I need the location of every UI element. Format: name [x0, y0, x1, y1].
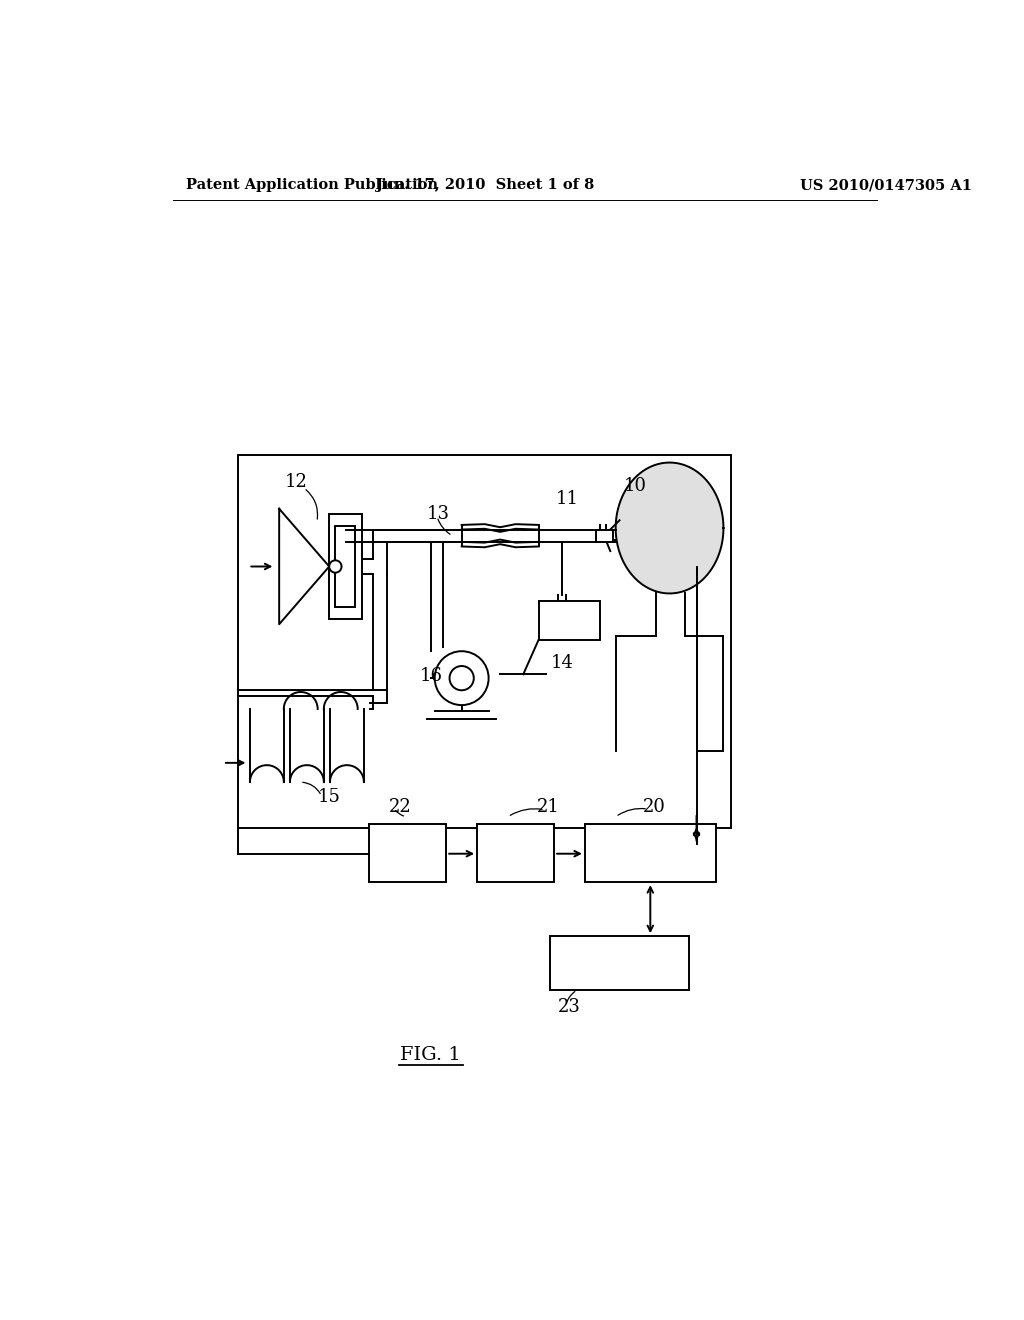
Text: Jun. 17, 2010  Sheet 1 of 8: Jun. 17, 2010 Sheet 1 of 8 [376, 178, 594, 193]
Bar [370, 825, 446, 882]
Bar [239, 455, 731, 829]
Bar [596, 529, 613, 543]
Bar [336, 527, 355, 607]
Bar [585, 825, 716, 882]
Text: 22: 22 [389, 797, 412, 816]
Text: 23: 23 [558, 998, 581, 1016]
Circle shape [450, 667, 474, 690]
Bar [539, 601, 600, 640]
Bar [550, 936, 689, 990]
Text: 16: 16 [420, 667, 442, 685]
Circle shape [330, 560, 342, 573]
Polygon shape [615, 462, 724, 594]
Text: US 2010/0147305 A1: US 2010/0147305 A1 [801, 178, 973, 193]
Text: 11: 11 [556, 490, 579, 508]
Text: 13: 13 [427, 506, 451, 523]
Text: Patent Application Publication: Patent Application Publication [186, 178, 438, 193]
Circle shape [435, 651, 488, 705]
Text: 10: 10 [624, 477, 646, 495]
Text: 12: 12 [285, 473, 307, 491]
Text: 20: 20 [643, 797, 666, 816]
Text: 15: 15 [317, 788, 341, 807]
Text: FIG. 1: FIG. 1 [400, 1047, 461, 1064]
Bar [477, 825, 554, 882]
Text: 21: 21 [538, 797, 560, 816]
Bar [330, 515, 361, 619]
Text: 14: 14 [550, 653, 573, 672]
